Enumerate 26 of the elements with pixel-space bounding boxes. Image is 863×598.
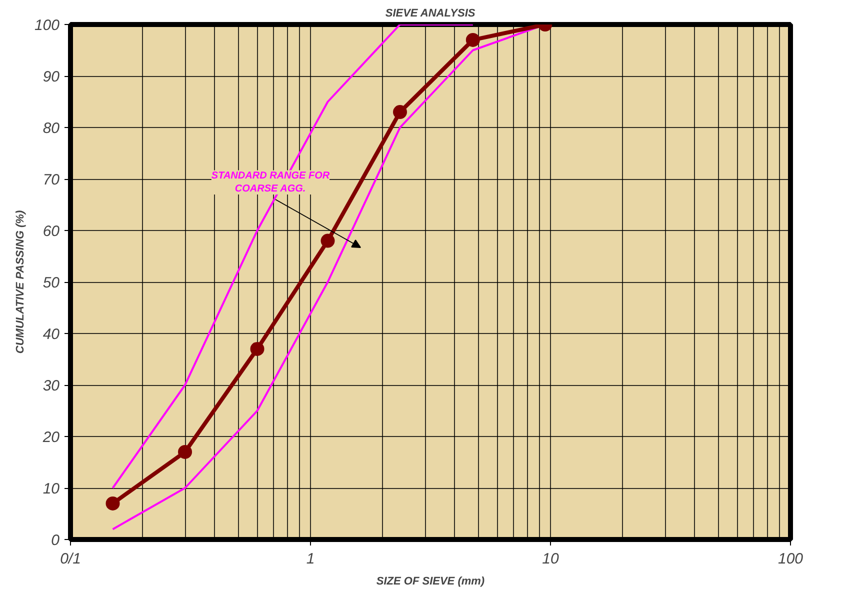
x-tick-label: 0/1 [60, 550, 81, 568]
y-tick-label: 70 [42, 172, 60, 188]
y-tick-label: 50 [42, 274, 60, 292]
point [178, 444, 192, 459]
point [466, 32, 480, 47]
y-tick-label: 30 [42, 378, 60, 394]
y-tick-label: 10 [42, 480, 60, 498]
y-tick-label: 100 [34, 17, 60, 34]
y-tick-label: 0 [51, 532, 60, 549]
x-tick-label: 10 [542, 550, 560, 568]
y-tick-label: 90 [42, 68, 60, 86]
y-tick-label: 20 [42, 429, 60, 446]
x-tick-label: 1 [306, 550, 315, 568]
y-tick-label: 80 [42, 120, 60, 137]
point [106, 496, 120, 510]
annotation: STANDARD RANGE FOR COARSE AGG. [211, 170, 330, 194]
point [393, 105, 407, 120]
y-axis-title: CUMULATIVE PASSING (%) [14, 210, 26, 354]
x-tick-label: 100 [778, 550, 804, 568]
y-tick-label: 60 [42, 223, 60, 240]
point [250, 342, 264, 356]
chart-title: SIEVE ANALYSIS [385, 8, 476, 20]
line-series [112, 24, 474, 489]
y-tick-label: 40 [42, 326, 60, 343]
x-axis-title: SIZE OF SIEVE (mm) [376, 576, 485, 588]
point [320, 234, 335, 248]
